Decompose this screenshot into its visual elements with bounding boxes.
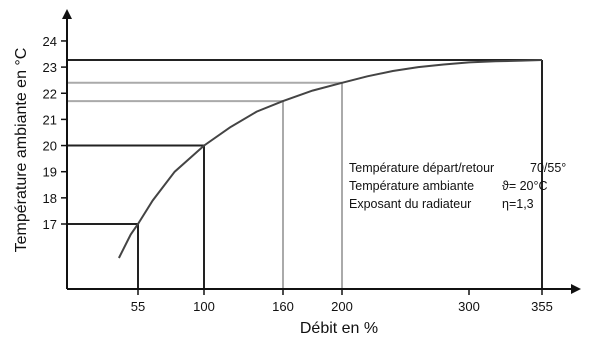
x-tick-label-300: 300 [458, 299, 480, 314]
axes [62, 9, 581, 294]
y-tick-label-23: 23 [43, 60, 57, 75]
param-value-1: 70/55° [530, 161, 566, 175]
x-tick-label-100: 100 [193, 299, 215, 314]
y-tick-label-19: 19 [43, 165, 57, 180]
y-tick-label-24: 24 [43, 34, 57, 49]
x-axis-title: Débit en % [300, 320, 378, 337]
y-ticks: 17 18 19 20 21 22 23 24 [43, 34, 67, 232]
curve-series-line [118, 59, 543, 259]
param-label-1: Température départ/retour [349, 161, 494, 175]
x-tick-label-55: 55 [131, 299, 145, 314]
x-tick-label-200: 200 [331, 299, 353, 314]
x-tick-label-160: 160 [272, 299, 294, 314]
x-ticks: 55 100 160 200 300 355 [131, 289, 553, 314]
y-axis-title: Température ambiante en °C [13, 48, 30, 253]
y-tick-label-18: 18 [43, 191, 57, 206]
param-value-2: ϑ= 20°C [502, 179, 548, 193]
param-label-2: Température ambiante [349, 179, 474, 193]
y-tick-label-17: 17 [43, 217, 57, 232]
y-tick-label-21: 21 [43, 112, 57, 127]
param-value-3: η=1,3 [502, 197, 534, 211]
y-axis-arrow-icon [62, 9, 72, 19]
reference-lines [67, 59, 543, 289]
y-tick-label-20: 20 [43, 139, 57, 154]
parameters-legend: Température départ/retour 70/55° Tempéra… [349, 161, 566, 211]
x-axis-arrow-icon [571, 284, 581, 294]
param-label-3: Exposant du radiateur [349, 197, 471, 211]
y-tick-label-22: 22 [43, 86, 57, 101]
x-tick-label-355: 355 [531, 299, 553, 314]
